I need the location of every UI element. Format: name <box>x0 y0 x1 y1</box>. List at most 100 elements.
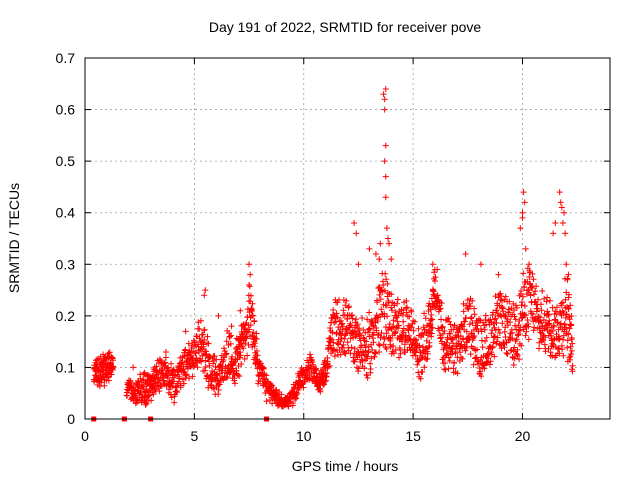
data-point <box>327 324 333 331</box>
data-point <box>153 363 160 370</box>
y-tick-label: 0.7 <box>56 50 76 66</box>
data-point <box>347 322 354 329</box>
data-point <box>468 314 475 321</box>
data-point <box>477 325 484 332</box>
data-point <box>457 349 464 356</box>
data-point <box>449 346 456 353</box>
data-point <box>549 327 556 334</box>
data-point <box>326 363 333 370</box>
data-point <box>378 306 385 313</box>
data-point <box>110 363 117 370</box>
data-point <box>234 371 241 378</box>
data-point <box>226 369 233 376</box>
data-point <box>204 333 211 340</box>
data-point <box>438 316 445 323</box>
data-point <box>334 314 341 321</box>
data-point <box>425 344 432 351</box>
data-point <box>491 333 498 340</box>
data-point <box>549 353 556 360</box>
data-point <box>439 340 446 347</box>
data-point <box>419 330 426 337</box>
data-point <box>263 398 270 405</box>
data-point <box>560 309 567 316</box>
data-point <box>529 311 536 318</box>
data-point <box>526 274 533 281</box>
data-point <box>423 344 430 351</box>
data-point <box>526 289 533 296</box>
data-point <box>510 300 517 307</box>
y-tick-label: 0.5 <box>56 153 76 169</box>
data-point <box>471 311 478 318</box>
data-point <box>344 339 351 346</box>
data-point <box>481 326 488 333</box>
data-point <box>188 344 195 351</box>
data-point <box>241 355 248 362</box>
data-point <box>431 269 438 276</box>
data-point <box>371 350 378 357</box>
data-point <box>518 287 525 294</box>
data-point <box>557 320 564 327</box>
data-point <box>511 313 518 320</box>
data-point <box>417 375 424 382</box>
data-point <box>405 327 412 334</box>
data-point <box>522 245 529 252</box>
data-point <box>355 365 362 372</box>
data-point <box>554 304 561 311</box>
data-point <box>364 353 371 360</box>
data-point <box>535 296 542 303</box>
data-point <box>539 287 546 294</box>
data-point <box>109 366 116 373</box>
data-point <box>493 319 500 326</box>
x-tick-label: 20 <box>515 428 531 444</box>
data-point <box>383 276 390 283</box>
data-point <box>174 389 181 396</box>
data-point <box>507 330 514 337</box>
data-point <box>565 305 572 312</box>
data-point <box>520 270 527 277</box>
data-point <box>100 356 107 363</box>
data-point <box>206 362 213 369</box>
data-point <box>497 290 504 297</box>
plot-frame <box>84 57 611 420</box>
data-point <box>202 357 209 364</box>
data-point <box>229 353 236 360</box>
data-point <box>370 339 377 346</box>
data-point <box>386 321 393 328</box>
data-point <box>443 339 450 346</box>
data-point <box>382 85 389 92</box>
data-point <box>464 296 471 303</box>
data-point <box>532 288 539 295</box>
data-point <box>366 326 373 333</box>
data-point <box>374 299 381 306</box>
data-point <box>285 403 292 410</box>
data-point <box>544 294 551 301</box>
data-point <box>234 355 241 362</box>
data-point <box>493 338 500 345</box>
data-point <box>423 356 430 363</box>
data-point <box>493 307 500 314</box>
data-point <box>521 302 528 309</box>
data-point <box>223 375 230 382</box>
y-tick-label: 0.1 <box>56 359 76 375</box>
data-point <box>519 209 526 216</box>
data-point <box>240 345 247 352</box>
data-point <box>470 326 477 333</box>
data-point <box>483 334 490 341</box>
data-point <box>201 292 208 299</box>
data-point <box>249 344 256 351</box>
data-point <box>519 299 526 306</box>
data-point <box>179 376 186 383</box>
data-point <box>553 311 560 318</box>
data-point <box>307 351 314 358</box>
data-point <box>545 345 552 352</box>
data-point <box>559 346 566 353</box>
data-point <box>428 330 435 337</box>
data-point <box>516 356 523 363</box>
data-point <box>182 346 189 353</box>
data-point <box>334 340 341 347</box>
data-point <box>359 315 366 322</box>
data-point <box>351 328 358 335</box>
data-point <box>460 308 467 315</box>
data-point <box>429 261 436 268</box>
data-point <box>324 370 331 377</box>
